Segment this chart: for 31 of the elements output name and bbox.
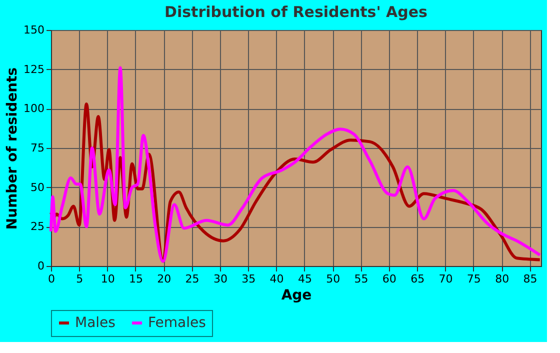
legend-label: Males [75,315,116,331]
x-tick-label: 40 [270,272,284,286]
x-tick-label: 45 [298,272,312,286]
x-tick-label: 65 [410,272,425,286]
x-tick-label: 10 [100,272,115,286]
x-tick-label: 25 [185,272,200,286]
x-axis-title: Age [281,288,312,304]
x-tick-label: 85 [523,272,538,286]
x-tick-label: 55 [354,272,368,286]
y-tick-label: 0 [38,260,44,272]
line-series [50,66,542,263]
x-tick-label: 15 [128,272,143,286]
y-tick-label: 50 [30,180,44,194]
x-tick-label: 80 [495,272,510,286]
legend-label: Females [148,315,206,331]
x-tick-label: 5 [76,272,84,286]
x-tick-label: 60 [382,272,396,286]
x-tick-label: 0 [48,272,55,286]
x-tick-label: 70 [438,272,453,286]
y-axis-title: Number of residents [4,67,21,230]
y-tick-label: 150 [24,24,44,36]
y-tick-label: 75 [30,142,44,154]
chart-title: Distribution of Residents' Ages [164,3,428,21]
x-tick-label: 30 [213,272,228,286]
x-tick-label: 20 [157,272,172,286]
x-tick-label: 75 [466,272,481,286]
y-tick-label: 125 [24,62,44,76]
y-tick-label: 25 [30,220,44,234]
x-tick-label: 50 [326,272,340,286]
x-tick-label: 35 [242,272,256,286]
y-tick-label: 100 [24,102,44,116]
